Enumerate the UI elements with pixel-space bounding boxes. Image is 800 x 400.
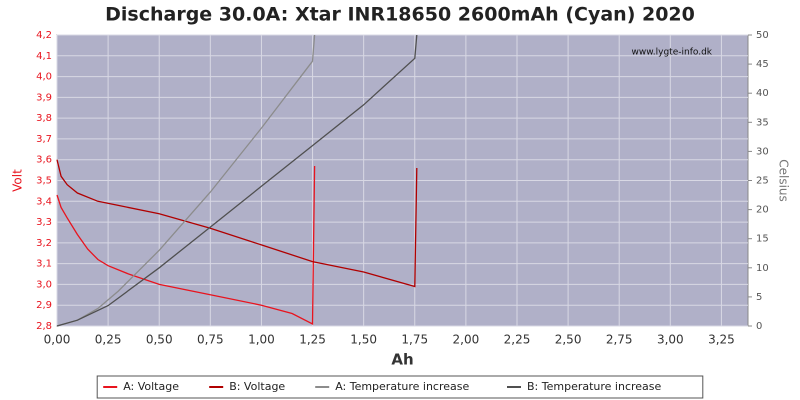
- x-tick-label: 0,25: [95, 333, 122, 347]
- x-tick-label: 3,00: [657, 333, 684, 347]
- y2-tick-label: 45: [756, 59, 769, 70]
- y-tick-label: 3,3: [36, 217, 52, 228]
- y2-tick-label: 35: [756, 117, 769, 128]
- x-tick-label: 2,25: [504, 333, 531, 347]
- y-tick-label: 3,9: [36, 92, 52, 103]
- x-tick-label: 0,50: [146, 333, 173, 347]
- x-tick-label: 0,00: [44, 333, 71, 347]
- chart-title: Discharge 30.0A: Xtar INR18650 2600mAh (…: [105, 4, 695, 26]
- x-tick-label: 2,00: [453, 333, 480, 347]
- x-tick-label: 0,75: [197, 333, 224, 347]
- watermark: www.lygte-info.dk: [632, 48, 713, 58]
- y2-tick-label: 10: [756, 263, 769, 274]
- y-tick-label: 3,4: [36, 196, 52, 207]
- legend-label: B: Voltage: [229, 380, 285, 393]
- y2-tick-label: 25: [756, 176, 769, 187]
- y-tick-label: 3,6: [36, 155, 52, 166]
- x-axis-label: Ah: [391, 351, 413, 369]
- y-tick-label: 4,2: [36, 30, 52, 41]
- y2-tick-label: 15: [756, 234, 769, 245]
- legend-label: A: Temperature increase: [335, 380, 469, 393]
- y-tick-label: 3,1: [36, 259, 52, 270]
- y2-tick-label: 40: [756, 88, 769, 99]
- x-tick-label: 1,50: [350, 333, 377, 347]
- y2-tick-label: 5: [756, 292, 762, 303]
- y-axis-label: Volt: [11, 169, 25, 192]
- x-tick-label: 2,50: [555, 333, 582, 347]
- y2-tick-label: 20: [756, 205, 769, 216]
- x-tick-label: 1,00: [248, 333, 275, 347]
- series-line: [56, 159, 418, 288]
- y-tick-label: 3,7: [36, 134, 52, 145]
- y-tick-label: 3,8: [36, 113, 52, 124]
- legend-label: A: Voltage: [123, 380, 179, 393]
- y-tick-label: 3,0: [36, 279, 52, 290]
- x-tick-label: 1,25: [299, 333, 326, 347]
- y-tick-label: 4,0: [36, 72, 52, 83]
- series-line: [56, 34, 418, 327]
- y-tick-label: 2,9: [36, 300, 52, 311]
- y2-tick-label: 30: [756, 146, 769, 157]
- y-tick-label: 3,5: [36, 176, 52, 187]
- y2-tick-label: 0: [756, 321, 762, 332]
- x-tick-label: 1,75: [401, 333, 428, 347]
- y-tick-label: 2,8: [36, 321, 52, 332]
- y2-axis-label: Celsius: [777, 159, 791, 202]
- x-tick-label: 3,25: [708, 333, 735, 347]
- y-tick-label: 4,1: [36, 51, 52, 62]
- series-line: [56, 165, 316, 325]
- legend-box: [96, 375, 704, 399]
- y-tick-label: 3,2: [36, 238, 52, 249]
- y2-tick-label: 50: [756, 30, 769, 41]
- x-tick-label: 2,75: [606, 333, 633, 347]
- legend-label: B: Temperature increase: [527, 380, 662, 393]
